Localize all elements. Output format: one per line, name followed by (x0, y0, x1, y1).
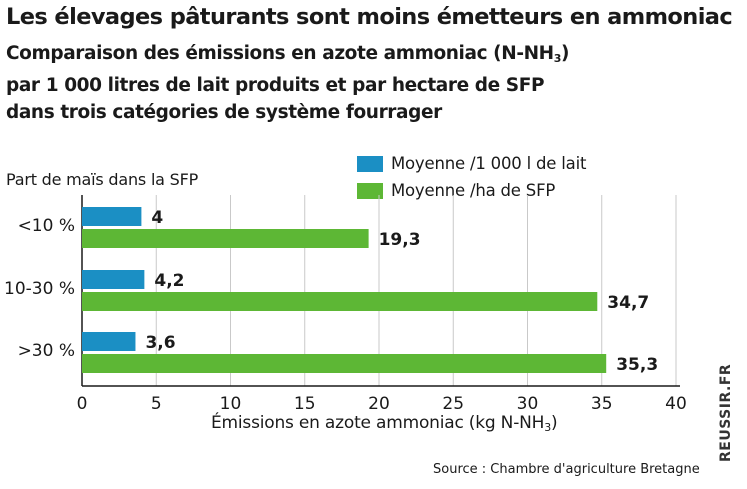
bar-1-0 (82, 270, 145, 289)
bar-2-1 (82, 354, 607, 373)
legend: Moyenne /1 000 l de lait Moyenne /ha de … (357, 150, 586, 204)
bar-0-0 (82, 207, 142, 226)
data-label-1-1: 34,7 (607, 293, 649, 313)
x-axis-label-subscript: 3 (544, 421, 552, 434)
x-tick-label-10: 10 (220, 394, 242, 414)
bar-2-0 (82, 332, 136, 351)
data-label-2-0: 3,6 (145, 333, 175, 353)
bar-1-1 (82, 292, 598, 311)
subtitle-subscript: 3 (553, 52, 562, 65)
credit-watermark: REUSSIR.FR (718, 363, 734, 462)
x-axis-label: Émissions en azote ammoniac (kg N-NH3) (211, 413, 558, 434)
data-label-1-0: 4,2 (154, 271, 184, 291)
legend-swatch-sfp (357, 182, 383, 199)
x-tick-label-40: 40 (665, 394, 687, 414)
x-tick-label-5: 5 (151, 394, 162, 414)
subtitle-close: ) (561, 43, 570, 64)
chart-subtitle: Comparaison des émissions en azote ammon… (6, 40, 569, 126)
x-tick-label-20: 20 (368, 394, 390, 414)
subtitle-line-2: par 1 000 litres de lait produits et par… (6, 75, 545, 96)
x-axis-label-text: Émissions en azote ammoniac (kg N-NH (211, 413, 545, 433)
data-label-0-1: 19,3 (379, 230, 421, 250)
x-tick-label-35: 35 (591, 394, 613, 414)
category-label-1: 10-30 % (4, 279, 75, 299)
legend-item-sfp: Moyenne /ha de SFP (357, 177, 586, 204)
legend-label-lait: Moyenne /1 000 l de lait (391, 154, 587, 173)
legend-item-lait: Moyenne /1 000 l de lait (357, 150, 586, 177)
source-note: Source : Chambre d'agriculture Bretagne (433, 462, 700, 477)
subtitle-line-1: Comparaison des émissions en azote ammon… (6, 40, 569, 72)
x-tick-label-25: 25 (442, 394, 464, 414)
subtitle-line-3: dans trois catégories de système fourrag… (6, 102, 442, 123)
chart-title: Les élevages pâturants sont moins émette… (6, 4, 733, 30)
x-tick-label-30: 30 (517, 394, 539, 414)
category-label-2: >30 % (18, 341, 75, 361)
category-label-0: <10 % (18, 216, 75, 236)
legend-swatch-lait (357, 155, 383, 172)
legend-label-sfp: Moyenne /ha de SFP (391, 181, 556, 200)
data-label-0-0: 4 (151, 208, 163, 228)
x-tick-label-0: 0 (77, 394, 88, 414)
x-axis-label-close: ) (551, 413, 558, 433)
data-label-2-1: 35,3 (616, 355, 658, 375)
subtitle-line-1-text: Comparaison des émissions en azote ammon… (6, 43, 554, 64)
y-axis-label: Part de maïs dans la SFP (6, 170, 199, 189)
bar-0-1 (82, 229, 369, 248)
x-tick-label-15: 15 (294, 394, 316, 414)
